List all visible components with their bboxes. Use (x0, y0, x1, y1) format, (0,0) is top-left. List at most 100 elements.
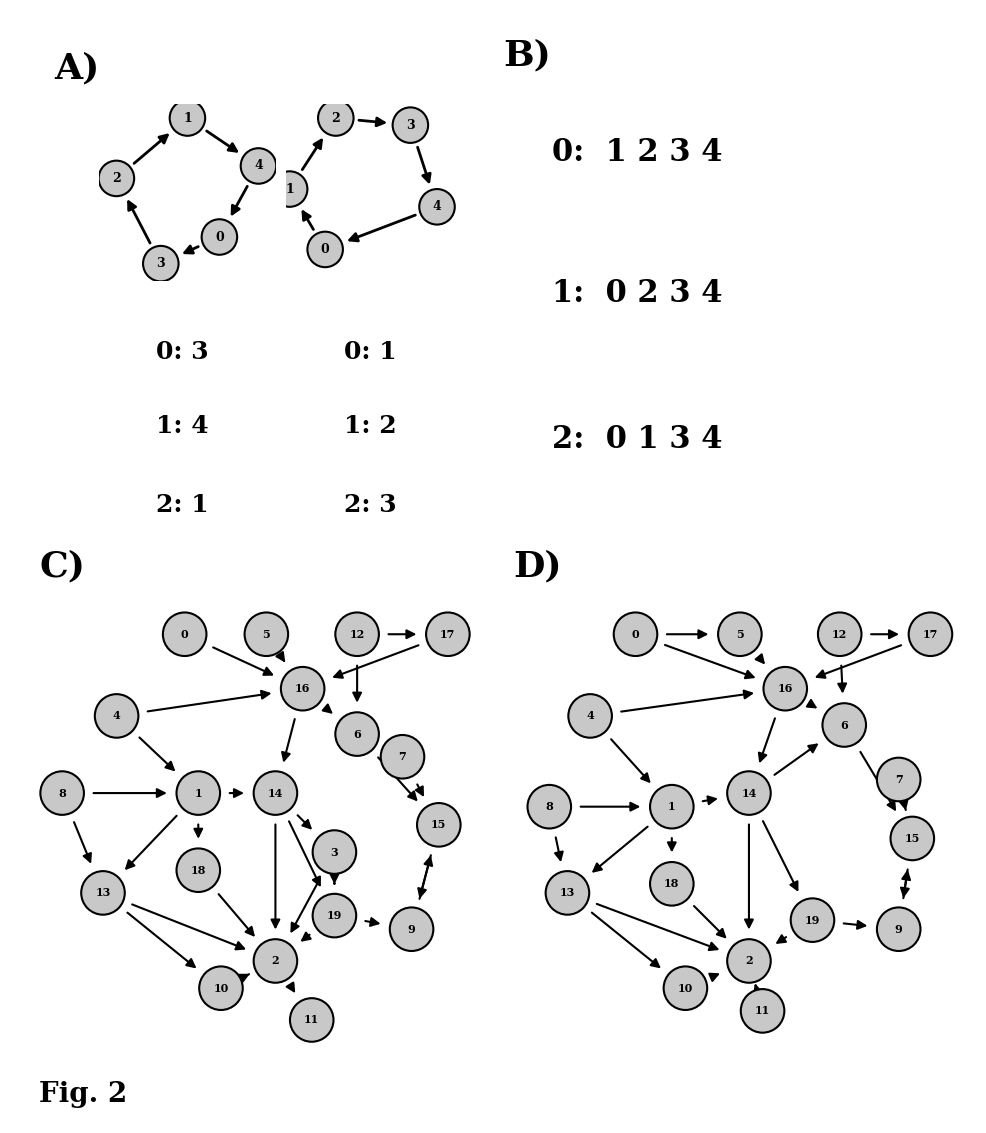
Text: 13: 13 (96, 887, 110, 898)
Text: 2: 2 (112, 172, 120, 185)
Circle shape (381, 735, 424, 778)
Circle shape (199, 966, 243, 1010)
Text: 8: 8 (58, 787, 66, 799)
Text: 0: 0 (180, 629, 188, 640)
Text: 10: 10 (677, 982, 693, 994)
Circle shape (417, 803, 460, 846)
Circle shape (335, 713, 379, 756)
Circle shape (317, 101, 353, 136)
Text: 2: 3: 2: 3 (343, 493, 396, 517)
Circle shape (528, 785, 571, 828)
Text: 9: 9 (407, 923, 415, 935)
Text: 1: 1 (194, 787, 202, 799)
Circle shape (335, 613, 379, 656)
Text: 1: 4: 1: 4 (156, 414, 209, 437)
Text: 9: 9 (894, 923, 902, 935)
Circle shape (650, 785, 693, 828)
Text: 10: 10 (213, 982, 229, 994)
Text: 2: 2 (331, 111, 340, 125)
Text: 18: 18 (664, 878, 679, 889)
Text: 1: 1 (183, 111, 191, 125)
Circle shape (718, 613, 761, 656)
Circle shape (890, 817, 934, 860)
Text: 1: 1 (285, 182, 294, 196)
Circle shape (664, 966, 707, 1010)
Text: 0: 3: 0: 3 (156, 340, 209, 364)
Text: 7: 7 (398, 751, 406, 763)
Text: 3: 3 (330, 846, 338, 858)
Text: 0: 0 (631, 629, 639, 640)
Circle shape (99, 161, 134, 196)
Text: 1:  0 2 3 4: 1: 0 2 3 4 (552, 279, 723, 309)
Text: 0: 1: 0: 1 (343, 340, 396, 364)
Text: A): A) (54, 51, 100, 85)
Text: C): C) (39, 550, 86, 583)
Circle shape (143, 246, 178, 281)
Text: 16: 16 (777, 683, 793, 695)
Circle shape (822, 704, 866, 747)
Circle shape (290, 998, 333, 1041)
Text: 11: 11 (754, 1005, 770, 1016)
Circle shape (201, 220, 237, 255)
Circle shape (176, 849, 220, 892)
Text: 2: 2 (744, 955, 752, 966)
Text: 12: 12 (349, 629, 365, 640)
Text: 17: 17 (922, 629, 938, 640)
Text: 6: 6 (840, 719, 848, 731)
Text: D): D) (513, 550, 561, 583)
Text: 0: 0 (320, 242, 329, 256)
Text: 14: 14 (740, 787, 756, 799)
Text: Fig. 2: Fig. 2 (39, 1081, 127, 1108)
Text: 4: 4 (433, 201, 441, 213)
Text: 18: 18 (190, 864, 206, 876)
Circle shape (763, 667, 807, 710)
Text: 3: 3 (157, 257, 165, 270)
Circle shape (650, 862, 693, 905)
Text: B): B) (503, 39, 551, 73)
Text: 2: 2 (271, 955, 279, 966)
Text: 15: 15 (904, 833, 920, 844)
Text: 16: 16 (295, 683, 311, 695)
Circle shape (313, 830, 356, 874)
Text: 8: 8 (545, 801, 553, 812)
Circle shape (740, 989, 784, 1032)
Circle shape (241, 148, 276, 184)
Text: 0:  1 2 3 4: 0: 1 2 3 4 (552, 137, 723, 169)
Circle shape (245, 613, 288, 656)
Circle shape (908, 613, 951, 656)
Text: 11: 11 (304, 1014, 319, 1025)
Circle shape (791, 898, 834, 942)
Circle shape (727, 939, 770, 982)
Text: 19: 19 (805, 914, 819, 926)
Circle shape (313, 894, 356, 937)
Text: 2: 1: 2: 1 (156, 493, 209, 517)
Text: 3: 3 (406, 119, 414, 131)
Text: 4: 4 (254, 160, 262, 172)
Text: 19: 19 (326, 910, 342, 921)
Circle shape (281, 667, 324, 710)
Text: 5: 5 (736, 629, 743, 640)
Text: 7: 7 (894, 774, 902, 785)
Circle shape (877, 758, 920, 801)
Text: 1: 2: 1: 2 (343, 414, 396, 437)
Circle shape (272, 171, 308, 207)
Circle shape (613, 613, 657, 656)
Text: 15: 15 (431, 819, 447, 830)
Circle shape (817, 613, 861, 656)
Circle shape (389, 908, 433, 951)
Circle shape (170, 101, 205, 136)
Text: 13: 13 (559, 887, 575, 898)
Text: 4: 4 (586, 710, 594, 722)
Circle shape (163, 613, 206, 656)
Text: 2:  0 1 3 4: 2: 0 1 3 4 (552, 424, 723, 455)
Circle shape (95, 695, 138, 738)
Text: 0: 0 (215, 230, 224, 244)
Text: 4: 4 (112, 710, 120, 722)
Text: 17: 17 (440, 629, 456, 640)
Circle shape (253, 772, 297, 815)
Circle shape (877, 908, 920, 951)
Text: 5: 5 (262, 629, 270, 640)
Text: 12: 12 (831, 629, 847, 640)
Circle shape (419, 189, 455, 224)
Circle shape (545, 871, 589, 914)
